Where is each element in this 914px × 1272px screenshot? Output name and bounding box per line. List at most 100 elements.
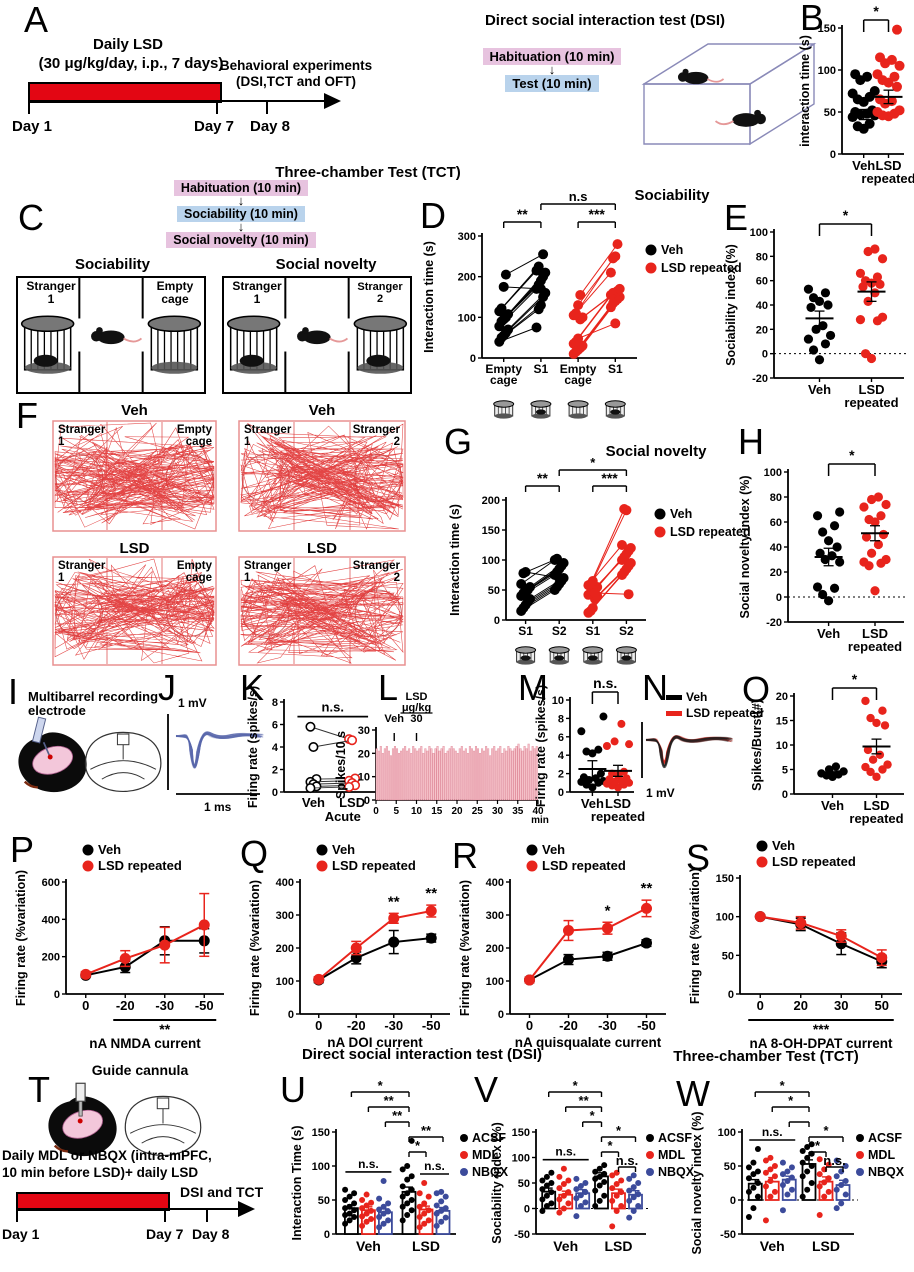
j-scale-mv: 1 mV [178,696,207,710]
t-day1-tick [16,1209,18,1222]
svg-text:0: 0 [82,998,89,1013]
panel-O-chart: 0 5 10 15 20 Spikes/Burst(#) * Veh LSD repeated [748,671,914,834]
behavioral-experiments-label: Behavioral experiments [219,58,373,73]
svg-text:n.s.: n.s. [762,1125,783,1139]
svg-text:*: * [849,447,855,463]
tct-social-novelty-step: Social novelty (10 min) [166,232,316,248]
svg-text:25: 25 [472,806,484,817]
svg-text:MDL: MDL [868,1148,895,1162]
svg-text:**: ** [388,893,400,910]
svg-text:*: * [415,1138,421,1153]
chart-canvas-W: -50 0 50 100 Social novelty index (%) Veh LSD A… [690,1078,905,1255]
arrow-down-icon: ↓ [237,219,245,234]
cannula-schematic [48,1082,202,1157]
panel-R-chart: 0 100 200 300 400 Firing rate (%variation) Veh… [456,842,676,1060]
svg-text:*: * [590,455,596,470]
svg-text:Social novelty index (%): Social novelty index (%) [690,1111,704,1254]
day7-label: Day 7 [194,118,235,135]
svg-text:nA quisqualate current: nA quisqualate current [515,1035,662,1050]
svg-text:MDL: MDL [658,1148,685,1162]
svg-text:5: 5 [393,806,399,817]
dsi-title: Direct social interaction test (DSI) [484,12,726,29]
svg-text:**: ** [392,1108,403,1123]
svg-text:50: 50 [875,998,889,1013]
svg-text:Firing rate (spikes/s): Firing rate (spikes/s) [534,685,548,807]
svg-text:2: 2 [558,769,564,781]
svg-text:Veh: Veh [670,507,692,521]
svg-text:50: 50 [488,585,500,597]
svg-text:0: 0 [757,998,764,1013]
svg-text:20: 20 [756,324,768,336]
svg-text:Firing rate (%variation): Firing rate (%variation) [14,870,28,1006]
traj4-stranger1-label: Stranger 1 [244,560,292,585]
svg-text:-50: -50 [195,998,214,1013]
sociability-schematic-title: Sociability [74,256,151,273]
svg-text:LSD: LSD [812,1238,840,1254]
dsi-arena-sketch [630,28,830,168]
svg-text:10: 10 [552,695,564,707]
svg-text:100: 100 [512,1153,530,1165]
panel-label-M: M [518,667,548,708]
panel-Q-chart: 0 100 200 300 400 Firing rate (%variation) Veh… [246,842,460,1060]
svg-text:Veh: Veh [553,1238,578,1254]
chart-canvas-K: 0 2 4 6 8 Firing rate (spikes/s) n.s. Veh LSDAcu… [246,686,376,824]
svg-text:35: 35 [512,806,524,817]
svg-text:0: 0 [288,1009,294,1021]
svg-text:*: * [605,902,611,919]
panel-label-R: R [452,835,478,876]
svg-text:***: *** [813,1021,830,1037]
svg-text:NBQX: NBQX [658,1165,695,1179]
trajectory-veh-novelty [238,420,406,532]
svg-text:Social novelty index (%): Social novelty index (%) [738,475,752,618]
panel-label-F: F [16,395,38,436]
panel-label-L: L [378,667,399,708]
svg-text:**: ** [425,885,437,902]
svg-text:**: ** [579,1093,590,1108]
panel-H-chart: -20 0 20 40 60 80 100 Social novelty index (%) *… [736,444,914,678]
svg-text:***: *** [589,206,606,222]
svg-text:40: 40 [532,806,544,817]
svg-text:20: 20 [451,806,463,817]
svg-text:Firing rate (%variation): Firing rate (%variation) [688,868,702,1004]
panel-M-chart: 0 2 4 6 8 10 Firing rate (spikes/s) n.s. Veh LSD r… [532,675,645,834]
svg-text:LSD: LSD [339,795,365,810]
svg-text:50: 50 [722,950,734,962]
svg-text:150: 150 [512,1127,530,1139]
svg-text:50: 50 [518,1178,530,1190]
svg-text:Firing rate (spikes/s): Firing rate (spikes/s) [246,686,260,808]
test-step: Test (10 min) [505,75,599,92]
t-day7-label: Day 7 [146,1226,184,1242]
svg-text:6: 6 [272,720,278,732]
svg-text:100: 100 [764,467,782,479]
svg-text:n.s.: n.s. [358,1157,379,1171]
svg-text:*: * [616,1123,622,1138]
svg-text:0: 0 [728,989,734,1001]
svg-text:0: 0 [494,615,500,627]
svg-text:0: 0 [526,1018,533,1033]
svg-text:150: 150 [312,1127,330,1139]
svg-text:5: 5 [782,765,788,777]
svg-text:10: 10 [358,772,370,784]
chart-canvas-B: 0 50 100 150 interaction time (s) * Veh LSD repe… [798,3,914,186]
svg-text:**: ** [384,1093,395,1108]
guide-cannula-label: Guide cannula [91,1062,189,1078]
svg-text:80: 80 [770,492,782,504]
svg-text:min: min [531,815,549,826]
svg-text:15: 15 [776,716,788,728]
svg-text:*: * [780,1078,786,1093]
svg-text:100: 100 [482,555,500,567]
svg-text:0: 0 [470,353,476,365]
day1-label: Day 1 [12,118,53,135]
panel-W-chart: -50 0 50 100 Social novelty index (%) Veh LSD A… [688,1078,914,1270]
trajectory-lsd-novelty [238,556,406,666]
svg-text:200: 200 [486,943,504,955]
svg-text:Spikes/Burst(#): Spikes/Burst(#) [750,699,764,791]
svg-text:300: 300 [276,910,294,922]
svg-text:0: 0 [762,349,768,361]
panel-label-D: D [420,195,446,236]
svg-text:**: ** [159,1021,170,1037]
dsi-tct-label: DSI and TCT [180,1184,264,1200]
